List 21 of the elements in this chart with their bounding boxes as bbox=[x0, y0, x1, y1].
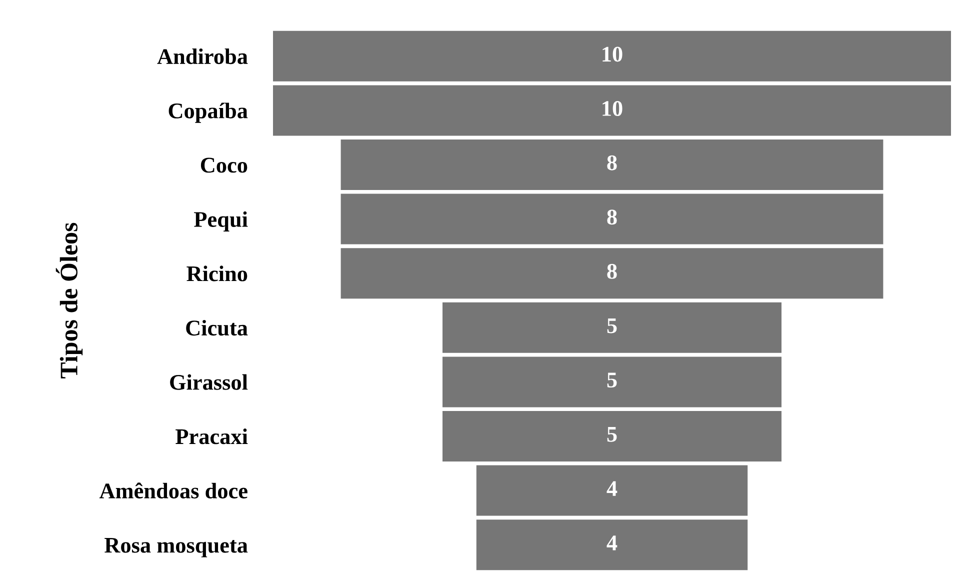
data-label: 8 bbox=[607, 155, 617, 170]
category-label: Cicuta bbox=[186, 320, 248, 336]
data-label: 5 bbox=[607, 318, 617, 334]
category-label: Andiroba bbox=[157, 48, 248, 64]
data-label: 8 bbox=[607, 210, 617, 225]
data-label: 8 bbox=[607, 264, 617, 279]
data-label: 4 bbox=[606, 536, 618, 550]
category-label: Copaíba bbox=[168, 102, 248, 123]
category-label: Coco bbox=[200, 158, 248, 173]
data-label: 4 bbox=[606, 481, 618, 496]
category-label: Ricino bbox=[186, 266, 248, 282]
category-label: Pequi bbox=[194, 211, 248, 232]
text: Tipos de Óleos bbox=[56, 222, 83, 378]
category-label: Girassol bbox=[170, 374, 248, 390]
category-label: Amêndoas doce bbox=[99, 482, 248, 498]
data-label: 10 bbox=[602, 46, 622, 62]
data-label: 5 bbox=[607, 427, 617, 442]
data-label: 5 bbox=[607, 372, 617, 388]
data-label: 10 bbox=[602, 101, 622, 116]
category-label: Rosa mosqueta bbox=[104, 538, 248, 558]
category-label: Pracaxi bbox=[176, 428, 248, 444]
